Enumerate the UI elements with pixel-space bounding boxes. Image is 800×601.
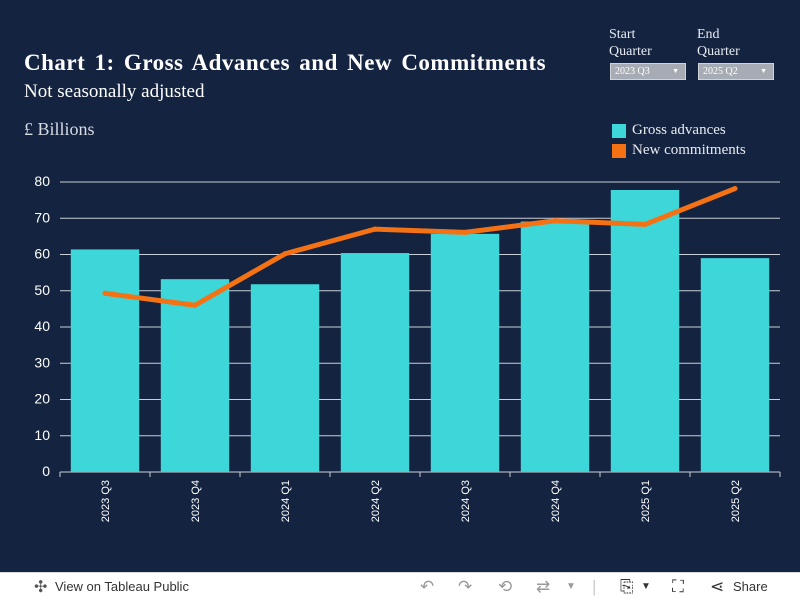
y-tick-label: 80: [34, 173, 50, 189]
start-quarter-value: 2023 Q3: [615, 66, 650, 77]
download-menu-chevron-icon[interactable]: ▼: [641, 581, 651, 592]
undo-icon[interactable]: ↶: [420, 577, 435, 596]
start-quarter-select[interactable]: 2023 Q3 ▼: [610, 63, 686, 80]
refresh-icon[interactable]: ⇄: [536, 577, 551, 596]
x-tick-label: 2024 Q1: [280, 480, 292, 522]
bar-gross-advances: [70, 249, 140, 472]
legend-swatch-bar: [612, 124, 626, 138]
y-tick-label: 50: [34, 282, 50, 298]
legend-label: New commitments: [632, 142, 746, 158]
end-quarter-value: 2025 Q2: [703, 66, 738, 77]
y-tick-label: 40: [34, 318, 50, 334]
point-new-commitments: [732, 186, 738, 192]
unit-label: £ Billions: [24, 119, 95, 139]
x-tick-label: 2024 Q3: [460, 480, 472, 522]
start-quarter-label: Start Quarter: [609, 27, 652, 59]
view-on-tableau-link[interactable]: View on Tableau Public: [55, 579, 189, 594]
tableau-toolbar: ✣ View on Tableau Public ↶ ↷ ⟲ ⇄ ▼ | ⎘ ▼…: [0, 572, 800, 601]
point-new-commitments: [462, 229, 468, 235]
chevron-down-icon: ▼: [760, 67, 767, 75]
bar-gross-advances: [430, 233, 500, 472]
fullscreen-icon[interactable]: ⛶: [672, 577, 684, 596]
share-button[interactable]: Share: [733, 579, 768, 594]
x-tick-label: 2023 Q4: [190, 480, 202, 522]
legend-swatch-line: [612, 144, 626, 158]
chevron-down-icon: ▼: [672, 67, 679, 75]
point-new-commitments: [552, 218, 558, 224]
refresh-menu-chevron-icon[interactable]: ▼: [566, 581, 576, 592]
tableau-icon: ✣: [34, 579, 48, 596]
chart-title: Chart 1: Gross Advances and New Commitme…: [24, 50, 547, 75]
x-tick-label: 2023 Q3: [100, 480, 112, 522]
share-icon[interactable]: ⋖: [710, 577, 725, 596]
toolbar-divider: |: [592, 577, 597, 596]
end-quarter-label: End Quarter: [697, 27, 740, 59]
end-quarter-select[interactable]: 2025 Q2 ▼: [698, 63, 774, 80]
bar-gross-advances: [250, 284, 320, 472]
chart-subtitle: Not seasonally adjusted: [24, 81, 205, 102]
bar-gross-advances: [520, 221, 590, 472]
y-tick-label: 30: [34, 354, 50, 370]
y-tick-label: 70: [34, 209, 50, 225]
x-tick-label: 2024 Q4: [550, 480, 562, 522]
legend-label: Gross advances: [632, 122, 726, 138]
x-tick-label: 2025 Q1: [640, 480, 652, 522]
point-new-commitments: [282, 251, 288, 257]
y-tick-label: 10: [34, 427, 50, 443]
bar-gross-advances: [610, 189, 680, 472]
download-icon[interactable]: ⎘: [620, 577, 634, 596]
revert-icon[interactable]: ⟲: [498, 577, 513, 596]
y-tick-label: 0: [42, 463, 50, 479]
x-tick-label: 2025 Q2: [730, 480, 742, 522]
redo-icon[interactable]: ↷: [458, 577, 473, 596]
bar-gross-advances: [340, 253, 410, 472]
line-new-commitments: [102, 186, 738, 308]
y-tick-label: 60: [34, 246, 50, 262]
chart-plot: 0 10 20 30 40 50 60 70 80 2023 Q3 2023 Q4 2024 Q1 20…: [34, 173, 781, 522]
x-tick-label: 2024 Q2: [370, 480, 382, 522]
point-new-commitments: [102, 290, 108, 296]
y-tick-label: 20: [34, 391, 50, 407]
point-new-commitments: [642, 221, 648, 227]
point-new-commitments: [372, 226, 378, 232]
bar-gross-advances: [160, 279, 230, 472]
bar-gross-advances: [700, 258, 770, 472]
point-new-commitments: [192, 302, 198, 308]
